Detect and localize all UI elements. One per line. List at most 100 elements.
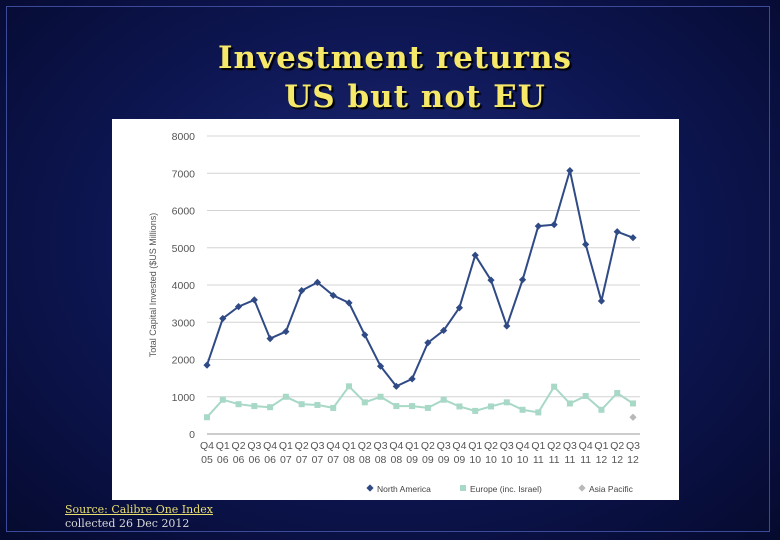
series-line-north-america: [206, 170, 634, 388]
data-point: [361, 331, 369, 339]
x-tick-label: Q2: [358, 440, 372, 452]
y-tick-label: 6000: [172, 206, 196, 218]
data-point: [424, 404, 431, 411]
data-point: [630, 400, 636, 407]
x-tick-label: Q4: [452, 440, 466, 452]
x-tick-label: 12: [627, 454, 639, 466]
x-tick-label: 09: [438, 454, 450, 466]
x-tick-label: 07: [312, 454, 324, 466]
x-tick-label: 12: [596, 454, 608, 466]
x-tick-label: 11: [533, 454, 544, 466]
legend-label: North America: [377, 484, 431, 494]
slide-title-line2: US but not EU: [284, 79, 546, 115]
slide-title-line1: Investment returns: [218, 40, 572, 76]
x-tick-label: 06: [217, 454, 229, 466]
data-point: [346, 383, 352, 390]
x-tick-label: 09: [406, 454, 418, 466]
x-tick-label: 06: [233, 454, 245, 466]
y-axis-label: Total Capital Invested ($US Millions): [148, 213, 158, 358]
x-tick-label: Q2: [295, 440, 309, 452]
data-point: [267, 404, 274, 411]
legend-marker-europe-inc-israel: [460, 485, 466, 491]
x-tick-label: Q3: [626, 440, 640, 452]
data-point: [440, 326, 448, 335]
source-link[interactable]: Source: Calibre One Index: [65, 503, 213, 516]
data-point: [566, 400, 573, 407]
data-point: [408, 375, 416, 383]
x-tick-label: 08: [390, 454, 402, 466]
collected-date: collected 26 Dec 2012: [65, 517, 190, 530]
x-tick-label: Q3: [374, 440, 388, 452]
series-north-america: [203, 167, 637, 390]
data-point: [471, 251, 479, 259]
x-tick-label: Q3: [437, 440, 451, 452]
data-point: [629, 234, 637, 242]
x-tick-label: 09: [454, 454, 466, 466]
data-point: [392, 382, 400, 390]
data-point: [550, 221, 558, 229]
data-point: [361, 399, 368, 406]
data-point: [551, 383, 558, 390]
x-tick-label: Q1: [342, 440, 356, 452]
data-point: [266, 335, 274, 343]
data-point: [566, 167, 574, 175]
x-tick-label: 08: [343, 454, 355, 466]
data-point: [488, 403, 494, 410]
y-tick-label: 1000: [172, 392, 196, 404]
data-point: [518, 276, 527, 284]
y-tick-label: 5000: [172, 243, 196, 255]
data-point: [330, 404, 337, 411]
x-tick-label: Q4: [579, 440, 593, 452]
x-tick-label: Q4: [200, 440, 214, 452]
data-point: [598, 406, 605, 413]
data-point: [250, 296, 258, 304]
x-tick-label: 10: [485, 454, 497, 466]
data-point: [597, 297, 606, 305]
x-tick-label: 10: [501, 454, 513, 466]
data-point: [534, 222, 542, 230]
data-point: [377, 393, 384, 400]
x-tick-label: Q4: [263, 440, 277, 452]
x-tick-label: Q2: [610, 440, 624, 452]
data-point: [440, 396, 447, 403]
data-point: [519, 406, 526, 413]
data-point: [613, 228, 621, 236]
data-point: [203, 361, 211, 369]
x-tick-label: 08: [375, 454, 387, 466]
x-tick-label: Q2: [547, 440, 561, 452]
data-point: [298, 286, 306, 295]
x-tick-label: Q1: [594, 440, 608, 452]
x-tick-label: 10: [469, 454, 481, 466]
slide-frame: [6, 6, 770, 532]
data-point: [503, 399, 510, 406]
x-tick-label: Q1: [405, 440, 419, 452]
data-point: [298, 401, 305, 408]
data-point: [282, 393, 289, 400]
data-point: [329, 291, 337, 300]
x-tick-label: Q2: [421, 440, 435, 452]
x-tick-label: 12: [611, 454, 623, 466]
x-tick-label: 05: [201, 454, 213, 466]
y-tick-label: 4000: [172, 280, 196, 292]
x-tick-label: 07: [327, 454, 339, 466]
x-tick-label: 11: [564, 454, 575, 466]
data-point: [456, 403, 463, 410]
x-tick-label: 11: [549, 454, 560, 466]
x-tick-label: 06: [264, 454, 276, 466]
x-tick-label: Q1: [279, 440, 293, 452]
data-point: [219, 396, 226, 403]
data-point: [629, 413, 637, 421]
series-asia-pacific: [629, 413, 637, 421]
y-tick-label: 8000: [172, 131, 196, 143]
x-tick-label: Q1: [531, 440, 545, 452]
legend-label: Asia Pacific: [589, 484, 634, 494]
data-point: [314, 401, 321, 408]
data-point: [535, 409, 542, 416]
x-tick-label: 08: [359, 454, 371, 466]
x-tick-label: Q3: [500, 440, 514, 452]
x-tick-label: 06: [248, 454, 260, 466]
data-point: [582, 240, 590, 248]
data-point: [487, 276, 495, 284]
x-tick-label: Q2: [484, 440, 498, 452]
legend-label: Europe (inc. Israel): [470, 484, 542, 494]
